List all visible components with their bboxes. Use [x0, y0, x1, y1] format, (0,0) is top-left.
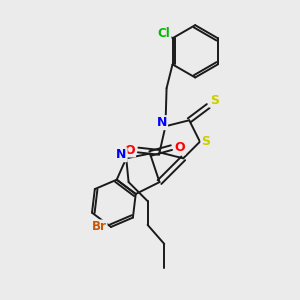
Text: Cl: Cl — [158, 27, 171, 40]
Text: S: S — [201, 135, 210, 148]
Text: O: O — [124, 143, 135, 157]
Text: O: O — [174, 141, 185, 154]
Text: Br: Br — [92, 220, 106, 233]
Text: N: N — [116, 148, 127, 161]
Text: S: S — [210, 94, 219, 106]
Text: N: N — [157, 116, 167, 129]
